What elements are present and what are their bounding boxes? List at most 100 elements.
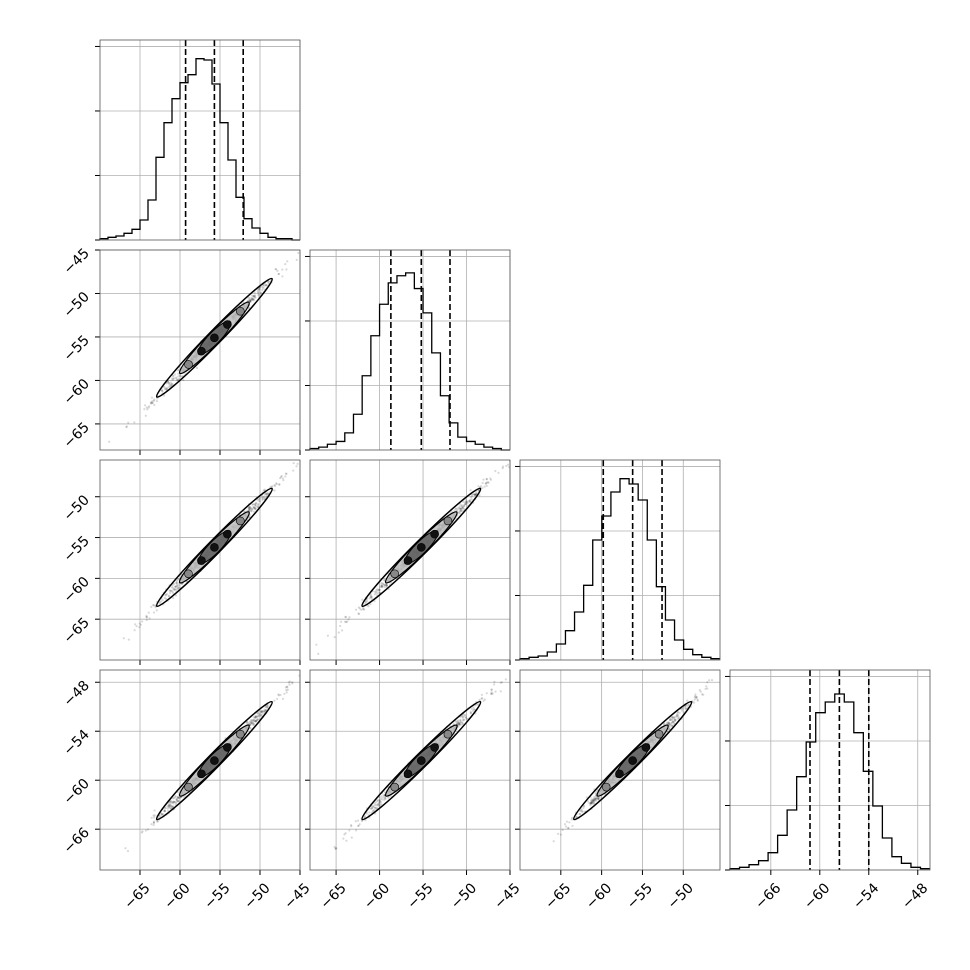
sample-point xyxy=(380,585,383,589)
sample-point xyxy=(122,637,125,640)
sample-point xyxy=(292,469,295,472)
sample-point xyxy=(263,488,266,491)
sample-point xyxy=(333,845,336,849)
y-tick-label: −50 xyxy=(61,289,93,321)
sample-point xyxy=(668,722,671,726)
sample-point xyxy=(251,298,254,302)
sample-point xyxy=(263,284,266,287)
sample-point xyxy=(381,582,384,585)
sample-point xyxy=(343,833,346,836)
sample-point xyxy=(563,823,567,826)
sample-point xyxy=(279,693,282,697)
sample-point xyxy=(672,722,676,725)
sample-point xyxy=(277,272,281,275)
y-tick-label: −60 xyxy=(61,574,93,606)
sample-point xyxy=(373,590,377,593)
sample-point xyxy=(182,379,185,382)
sample-point xyxy=(257,712,260,715)
sample-point xyxy=(274,267,277,271)
sample-point xyxy=(275,482,278,485)
sample-point xyxy=(249,720,253,724)
sample-point xyxy=(568,821,571,824)
panel-border xyxy=(309,669,511,871)
sample-point xyxy=(497,471,500,474)
sample-point xyxy=(695,696,698,699)
sample-point xyxy=(249,299,252,302)
sample-point xyxy=(108,440,111,443)
sample-point xyxy=(597,798,600,801)
sample-point xyxy=(459,719,462,722)
sample-point xyxy=(281,268,284,271)
sample-point xyxy=(156,820,159,823)
sample-point xyxy=(175,377,178,380)
sample-point xyxy=(150,402,153,405)
sample-point xyxy=(377,804,380,807)
sample-point xyxy=(592,801,595,804)
sample-point xyxy=(462,715,465,718)
sample-point xyxy=(368,597,371,600)
sample-point xyxy=(285,268,288,271)
sample-point xyxy=(167,806,170,809)
sample-point xyxy=(366,600,369,603)
sample-point xyxy=(481,481,484,485)
sample-point xyxy=(273,489,276,492)
sample-point xyxy=(166,387,169,390)
sample-point xyxy=(167,595,170,598)
sample-point xyxy=(369,595,373,598)
sample-point xyxy=(675,713,679,716)
sample-point xyxy=(458,722,461,725)
sample-point xyxy=(145,618,148,622)
sample-point xyxy=(274,484,277,487)
sample-point xyxy=(249,718,253,722)
sample-point xyxy=(167,805,170,808)
sample-point xyxy=(459,509,462,513)
sample-point xyxy=(167,804,171,807)
sample-point xyxy=(499,690,502,693)
sample-point xyxy=(255,719,258,723)
sample-point xyxy=(462,505,465,508)
sample-point xyxy=(380,803,383,806)
sample-point xyxy=(358,823,361,826)
sample-point xyxy=(279,477,282,480)
panel-background xyxy=(310,250,510,450)
sample-point xyxy=(676,717,679,720)
sample-point xyxy=(168,385,172,388)
sample-point xyxy=(173,800,176,804)
sample-point xyxy=(370,595,374,598)
sample-point xyxy=(263,710,266,713)
sample-point xyxy=(143,408,146,411)
sample-point xyxy=(596,796,599,800)
sample-point xyxy=(485,692,488,695)
sample-point xyxy=(345,621,348,624)
sample-point xyxy=(708,679,711,682)
sample-point xyxy=(278,483,281,486)
sample-point xyxy=(595,790,598,793)
sample-point xyxy=(365,812,368,815)
y-tick-label: −65 xyxy=(61,419,93,451)
sample-point xyxy=(252,506,256,509)
sample-point xyxy=(383,585,386,588)
sample-point xyxy=(251,503,254,506)
y-tick-label: −66 xyxy=(61,825,93,857)
sample-point xyxy=(458,507,461,510)
sample-point xyxy=(260,714,263,717)
density-peak xyxy=(390,569,399,579)
sample-point xyxy=(151,401,154,405)
sample-point xyxy=(670,721,674,724)
sample-point xyxy=(350,825,353,828)
panel-border xyxy=(519,459,721,661)
sample-point xyxy=(254,502,258,505)
sample-point xyxy=(480,693,484,696)
sample-point xyxy=(258,288,261,291)
sample-point xyxy=(151,400,154,403)
sample-point xyxy=(670,725,674,728)
sample-point xyxy=(463,714,466,717)
sample-point xyxy=(173,800,176,804)
sample-point xyxy=(278,483,281,486)
y-tick-label: −48 xyxy=(61,678,93,710)
sample-point xyxy=(591,799,594,802)
sample-point xyxy=(565,820,569,823)
sample-point xyxy=(362,608,365,611)
sample-point xyxy=(462,500,465,503)
sample-point xyxy=(263,710,266,713)
